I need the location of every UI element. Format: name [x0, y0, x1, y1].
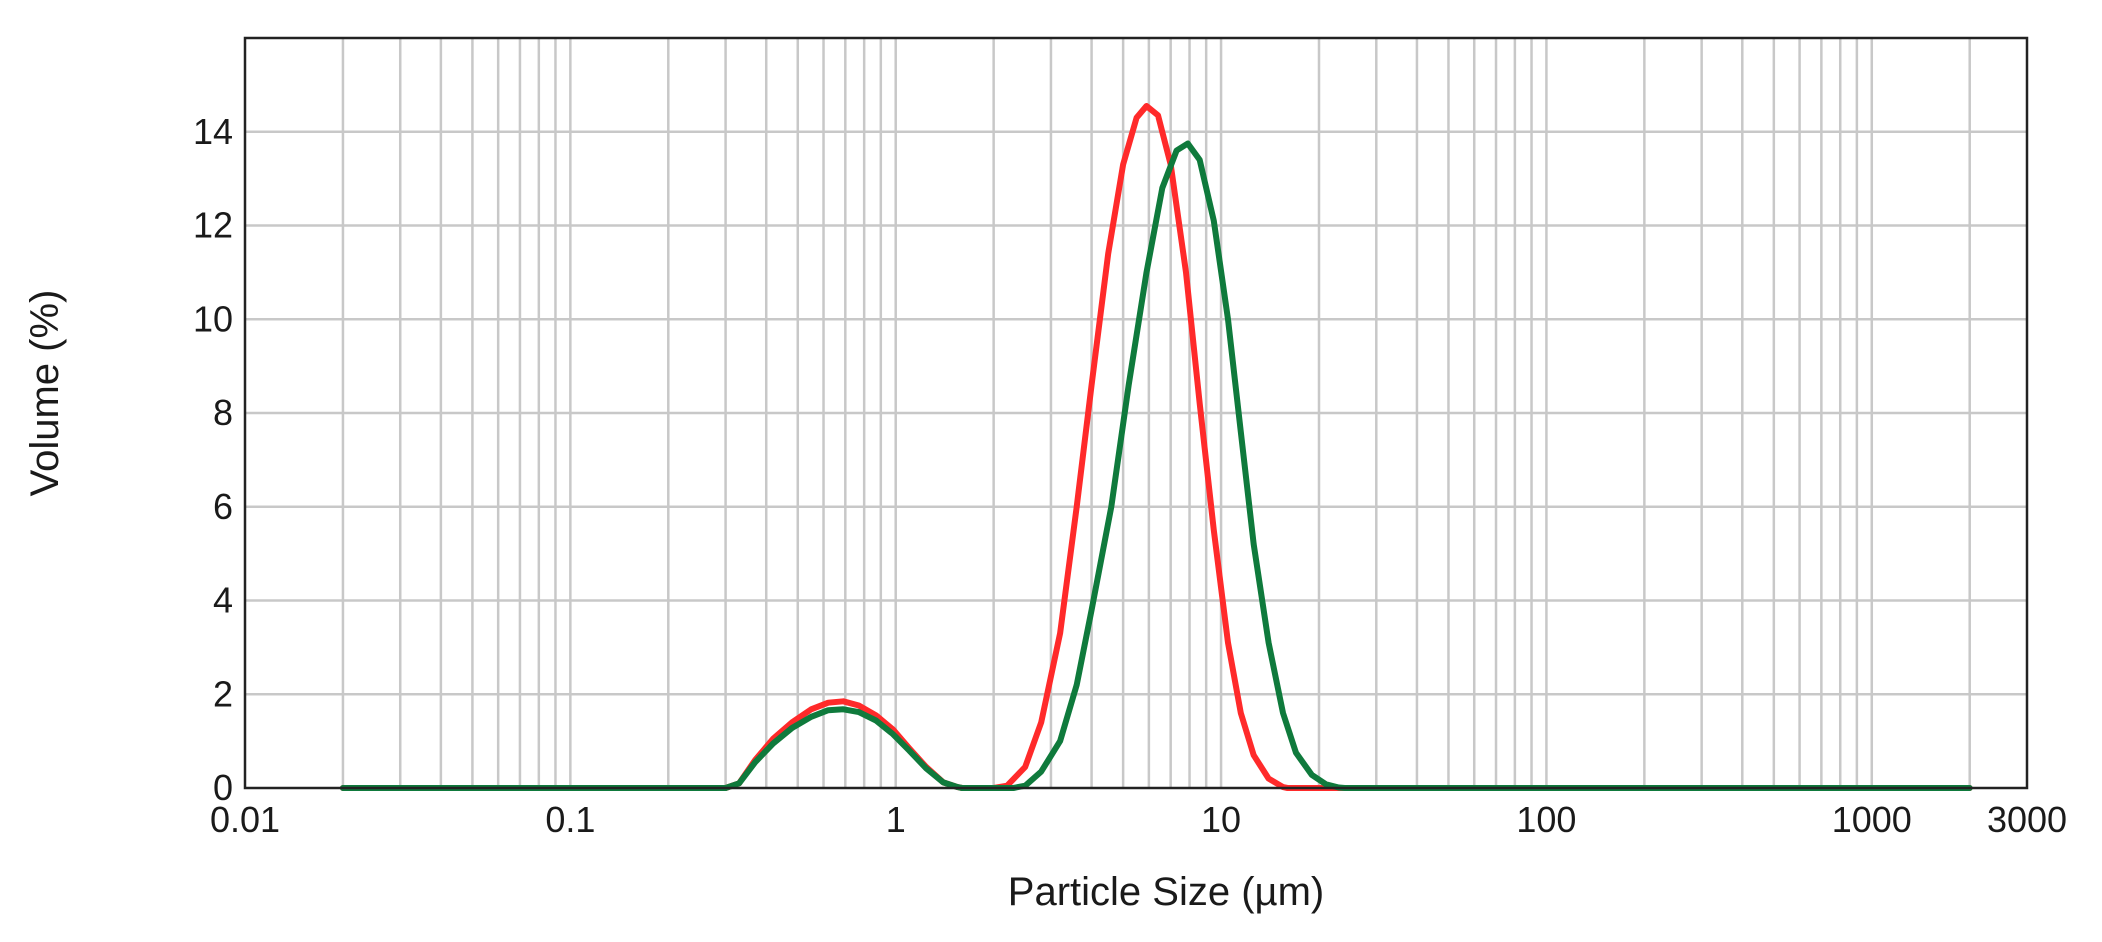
x-tick-label: 10 [1201, 799, 1241, 840]
y-tick-label: 12 [193, 205, 233, 246]
x-tick-label: 1 [886, 799, 906, 840]
x-tick-label: 0.1 [545, 799, 595, 840]
x-tick-label: 3000 [1987, 799, 2067, 840]
x-tick-label: 100 [1516, 799, 1576, 840]
series-line-1 [339, 103, 1973, 791]
y-tick-label: 6 [213, 486, 233, 527]
y-tick-label: 14 [193, 111, 233, 152]
y-tick-labels: 0 2 4 6 8 10 12 14 [193, 111, 233, 808]
x-tick-label: 0.01 [210, 799, 280, 840]
y-tick-label: 0 [213, 767, 233, 808]
plot-frame [243, 36, 2029, 790]
y-axis-title: Volume (%) [23, 290, 67, 497]
x-tick-label: 1000 [1832, 799, 1912, 840]
y-tick-label: 10 [193, 298, 233, 339]
series-lines [339, 103, 1973, 791]
y-tick-label: 8 [213, 392, 233, 433]
y-tick-label: 2 [213, 673, 233, 714]
x-axis-title: Particle Size (µm) [1008, 870, 1324, 914]
series-line-2 [339, 140, 1973, 791]
grid [245, 38, 2027, 788]
x-tick-labels: 0.01 0.1 1 10 100 1000 3000 [210, 799, 2067, 840]
y-tick-label: 4 [213, 580, 233, 621]
